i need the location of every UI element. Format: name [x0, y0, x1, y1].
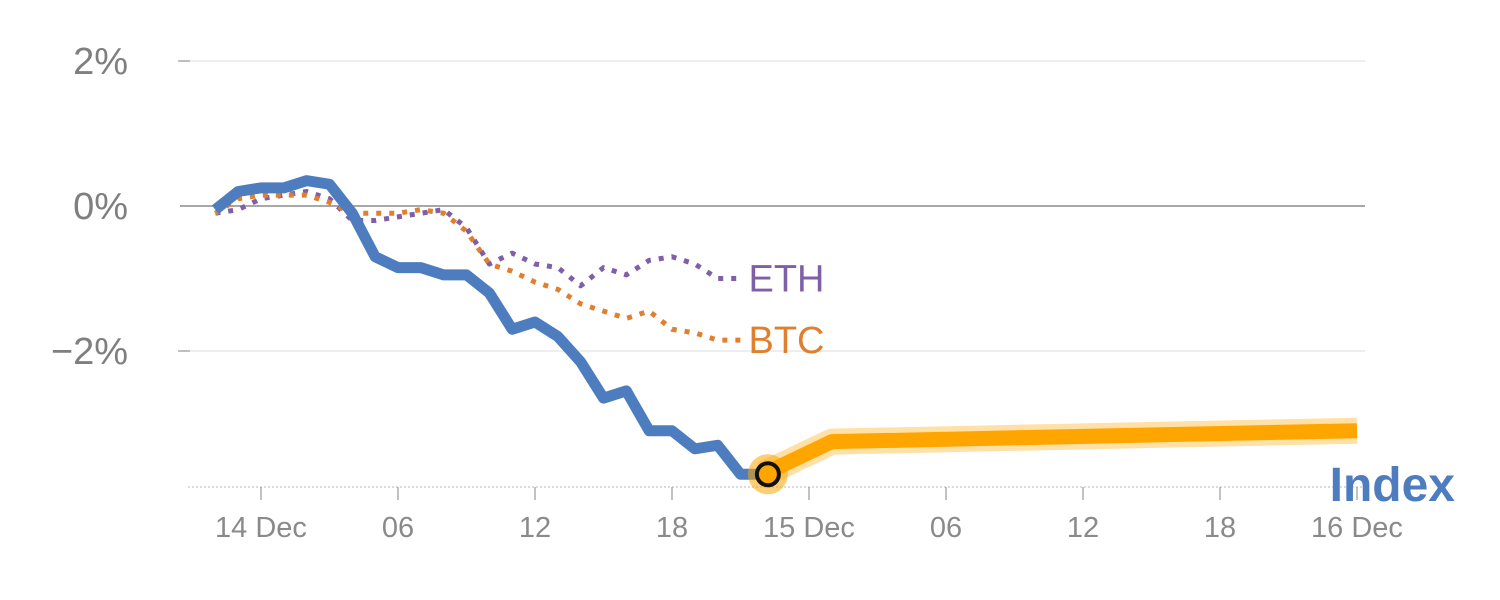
x-tick-label: 12 — [1067, 512, 1099, 544]
x-tick-label: 06 — [930, 512, 962, 544]
x-tick-label: 18 — [1204, 512, 1236, 544]
x-tick-label: 15 Dec — [763, 512, 855, 544]
x-tick-label: 16 Dec — [1311, 512, 1403, 544]
x-tick-labels: 14 Dec 06 12 18 15 Dec 06 12 18 16 Dec — [215, 512, 1403, 544]
projection-band — [757, 417, 1358, 486]
x-tick-label: 14 Dec — [215, 512, 307, 544]
index-series-label: Index — [1330, 459, 1456, 512]
marker-dot — [754, 461, 781, 488]
x-tick-label: 12 — [519, 512, 551, 544]
y-tick-labels: 2% 0% −2% — [51, 41, 128, 373]
x-tick-label: 18 — [656, 512, 688, 544]
series-labels: ETH BTC Index — [749, 259, 1456, 513]
y-tick-label: −2% — [51, 331, 128, 373]
grid-lines — [178, 60, 1365, 352]
btc-series-line — [213, 192, 741, 343]
btc-series-label: BTC — [749, 320, 825, 362]
y-tick-label: 0% — [73, 186, 128, 228]
eth-series-label: ETH — [749, 259, 825, 301]
y-tick-label: 2% — [73, 41, 128, 83]
current-point-marker — [747, 454, 788, 495]
x-tick-label: 06 — [382, 512, 414, 544]
series-lines — [211, 175, 764, 480]
index-series-line — [211, 175, 764, 480]
